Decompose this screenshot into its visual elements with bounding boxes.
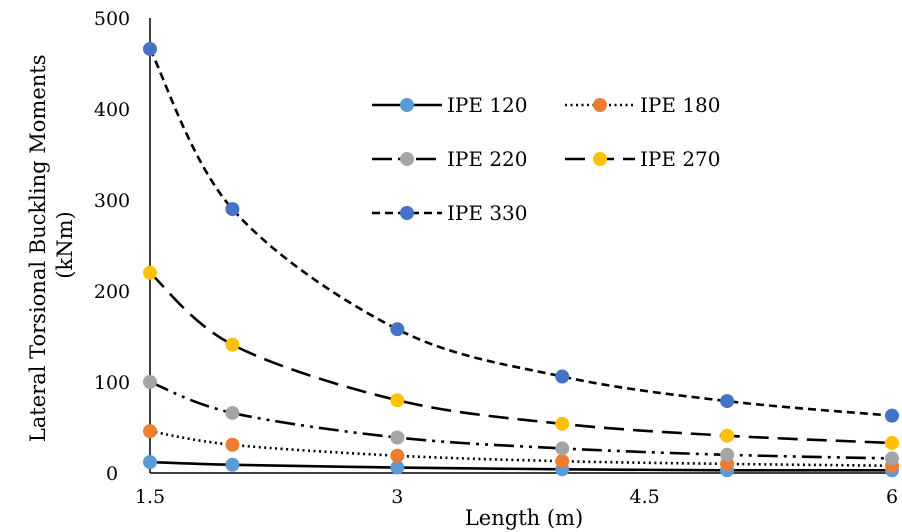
data-point	[143, 455, 157, 470]
data-point	[225, 405, 240, 420]
legend-label: IPE 270	[640, 147, 721, 171]
legend-item: IPE 180	[565, 93, 721, 117]
legend-label: IPE 220	[447, 147, 528, 171]
legend-label: IPE 180	[640, 93, 721, 117]
legend-item: IPE 330	[372, 201, 528, 225]
data-point	[143, 375, 157, 389]
legend-item: IPE 220	[372, 147, 528, 171]
x-tick-label: 4.5	[630, 486, 660, 508]
legend-label: IPE 120	[447, 93, 528, 117]
legend-item: IPE 270	[565, 147, 721, 171]
legend-marker	[593, 152, 607, 166]
x-tick-label: 3	[391, 486, 403, 508]
legend-marker	[400, 98, 414, 112]
y-axis-title: Lateral Torsional Buckling Moments (kNm)	[26, 48, 77, 442]
series-ipe-330	[143, 41, 899, 423]
y-axis-title-line1: Lateral Torsional Buckling Moments	[26, 55, 50, 443]
x-tick-labels: 1.5 3 4.5 6	[135, 486, 898, 508]
series-line	[149, 271, 893, 445]
data-point	[720, 447, 735, 462]
y-tick-labels: 0 100 200 300 400 500	[94, 8, 130, 485]
y-tick-label: 300	[94, 190, 130, 212]
x-axis-title: Length (m)	[465, 506, 583, 530]
data-point	[720, 428, 735, 443]
legend-marker	[400, 206, 414, 220]
data-point	[720, 394, 735, 409]
data-point	[225, 437, 240, 452]
data-point	[555, 454, 570, 469]
series-line	[148, 48, 893, 417]
axes	[149, 18, 892, 474]
data-point	[143, 41, 157, 56]
data-point	[390, 322, 405, 337]
data-point	[390, 430, 405, 445]
series-ipe-270	[143, 265, 899, 450]
data-point	[885, 435, 899, 450]
data-point	[143, 265, 157, 280]
data-point	[555, 416, 570, 431]
series-group	[143, 41, 899, 478]
series-ipe-120	[143, 455, 899, 478]
legend-marker	[593, 98, 607, 112]
data-point	[885, 408, 899, 423]
data-point	[143, 424, 157, 439]
series-line	[149, 460, 893, 472]
legend-item: IPE 120	[372, 93, 528, 117]
y-tick-label: 400	[94, 99, 130, 121]
data-point	[390, 460, 405, 475]
series-line	[149, 429, 893, 468]
data-point	[225, 337, 240, 352]
series-ipe-220	[143, 375, 899, 466]
x-tick-label: 6	[886, 486, 898, 508]
legend: IPE 120 IPE 180 IPE 220 IPE 270 IPE 330	[372, 93, 721, 225]
data-point	[225, 202, 240, 217]
data-point	[885, 451, 899, 466]
y-tick-label: 500	[94, 8, 130, 30]
legend-label: IPE 330	[447, 201, 528, 225]
data-point	[390, 448, 405, 463]
data-point	[555, 369, 570, 384]
x-tick-label: 1.5	[135, 486, 165, 508]
y-axis-title-line2: (kNm)	[53, 211, 77, 278]
y-tick-label: 100	[94, 372, 130, 394]
data-point	[555, 441, 570, 456]
y-tick-label: 0	[106, 463, 118, 485]
legend-marker	[400, 152, 414, 166]
data-point	[390, 393, 405, 408]
data-point	[225, 457, 240, 472]
y-tick-label: 200	[94, 281, 130, 303]
